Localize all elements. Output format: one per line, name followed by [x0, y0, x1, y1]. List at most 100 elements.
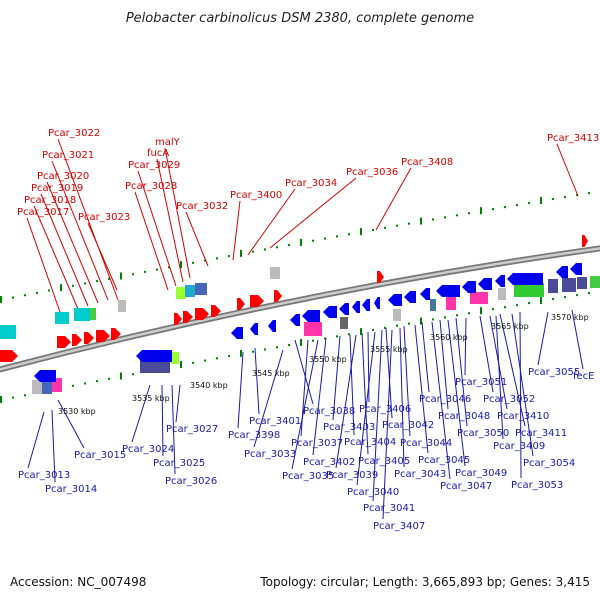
leader-line — [372, 329, 383, 502]
reverse-gene-label: Pcar_3035 — [282, 471, 334, 482]
feature-block — [548, 279, 558, 293]
feature-block — [577, 277, 587, 289]
tick-mark — [276, 346, 278, 349]
leader-line — [175, 384, 181, 423]
forward-gene-label: Pcar_3400 — [230, 190, 282, 201]
tick-mark — [24, 394, 26, 397]
leader-line — [40, 193, 89, 307]
forward-gene-label: fucA — [147, 148, 169, 159]
reverse-gene-arrow — [374, 297, 380, 309]
reverse-gene-arrow — [362, 299, 370, 311]
gene-labels: Pcar_3022Pcar_3021Pcar_3020Pcar_3019Pcar… — [17, 128, 599, 532]
map-title: Pelobacter carbinolicus DSM 2380, comple… — [126, 11, 474, 26]
reverse-gene-label: Pcar_3024 — [122, 444, 174, 455]
reverse-gene-label: Pcar_3404 — [344, 437, 396, 448]
tick-mark — [312, 339, 314, 342]
tick-mark — [0, 296, 2, 304]
tick-mark — [396, 224, 398, 227]
tick-mark — [480, 207, 482, 215]
forward-gene-label: malY — [155, 137, 181, 148]
leader-line — [185, 211, 209, 267]
tick-mark — [216, 257, 218, 260]
tick-mark — [120, 372, 122, 380]
leader-line — [399, 327, 405, 468]
leader-line — [171, 384, 176, 475]
feature-block — [393, 309, 401, 321]
leader-line — [356, 331, 376, 486]
tick-mark — [48, 289, 50, 292]
leader-line — [134, 191, 169, 291]
reverse-gene-label: Pcar_3403 — [323, 422, 375, 433]
tick-mark — [576, 194, 578, 197]
leader-line — [294, 339, 314, 405]
leader-line — [57, 399, 85, 449]
tick-mark — [192, 261, 194, 264]
reverse-gene-label: Pcar_3045 — [418, 455, 470, 466]
leader-line — [447, 319, 466, 467]
reverse-gene-arrow — [323, 306, 337, 318]
leader-line — [131, 384, 151, 443]
reverse-gene-arrow — [556, 266, 568, 278]
forward-gene-label: Pcar_3028 — [125, 181, 177, 192]
reverse-gene-arrow — [339, 303, 349, 315]
tick-mark — [372, 228, 374, 231]
feature-block — [74, 308, 90, 321]
reverse-gene-label: Pcar_3015 — [74, 450, 126, 461]
tick-mark — [468, 312, 470, 315]
feature-block — [118, 300, 126, 312]
leader-line — [537, 311, 549, 366]
leader-line — [479, 315, 494, 393]
reverse-gene-label: Pcar_3040 — [347, 487, 399, 498]
tick-mark — [360, 228, 362, 236]
tick-mark — [528, 202, 530, 205]
tick-mark — [504, 206, 506, 209]
tick-mark — [12, 296, 14, 299]
tick-mark — [96, 380, 98, 383]
leader-line — [232, 200, 241, 261]
reverse-gene-arrow — [570, 263, 582, 275]
reverse-gene-label: Pcar_3054 — [523, 458, 575, 469]
tick-mark — [324, 237, 326, 240]
feature-block — [446, 296, 456, 310]
tick-mark — [480, 307, 482, 315]
tick-mark — [240, 249, 242, 257]
forward-gene-arrow — [211, 305, 221, 317]
reverse-gene-label: Pcar_3047 — [440, 481, 492, 492]
tick-mark — [156, 268, 158, 271]
tick-mark — [228, 355, 230, 358]
tick-mark — [444, 216, 446, 219]
leader-line — [156, 158, 184, 283]
feature-block — [32, 380, 42, 394]
forward-gene-arrow — [72, 334, 82, 346]
reverse-gene-label: Pcar_3406 — [359, 404, 411, 415]
tick-mark — [24, 294, 26, 297]
reverse-gene-arrow — [136, 350, 172, 362]
kbp-marker: 3570 kbp — [551, 313, 589, 322]
leader-line — [349, 334, 355, 436]
tick-mark — [588, 192, 590, 195]
forward-gene-label: Pcar_3029 — [128, 160, 180, 171]
forward-gene-label: Pcar_3032 — [176, 201, 228, 212]
reverse-gene-label: Pcar_3407 — [373, 521, 425, 532]
tick-mark — [504, 306, 506, 309]
tick-mark — [324, 337, 326, 340]
feature-block — [514, 283, 544, 297]
forward-gene-arrow — [0, 350, 18, 362]
leader-line — [414, 324, 429, 454]
forward-gene-arrow — [582, 235, 588, 247]
tick-mark — [564, 196, 566, 199]
leader-line — [403, 325, 411, 437]
leader-line — [332, 335, 341, 421]
feature-block — [90, 308, 96, 320]
kbp-marker: 3535 kbp — [132, 394, 170, 403]
tick-mark — [516, 304, 518, 307]
leader-line — [164, 147, 191, 279]
reverse-gene-arrow — [231, 327, 243, 339]
feature-block — [498, 288, 506, 300]
tick-mark — [204, 259, 206, 262]
reverse-gene-label: Pcar_3033 — [244, 449, 296, 460]
tick-mark — [12, 396, 14, 399]
leader-line — [361, 332, 369, 455]
feature-block — [562, 278, 576, 292]
leader-line — [51, 160, 109, 301]
